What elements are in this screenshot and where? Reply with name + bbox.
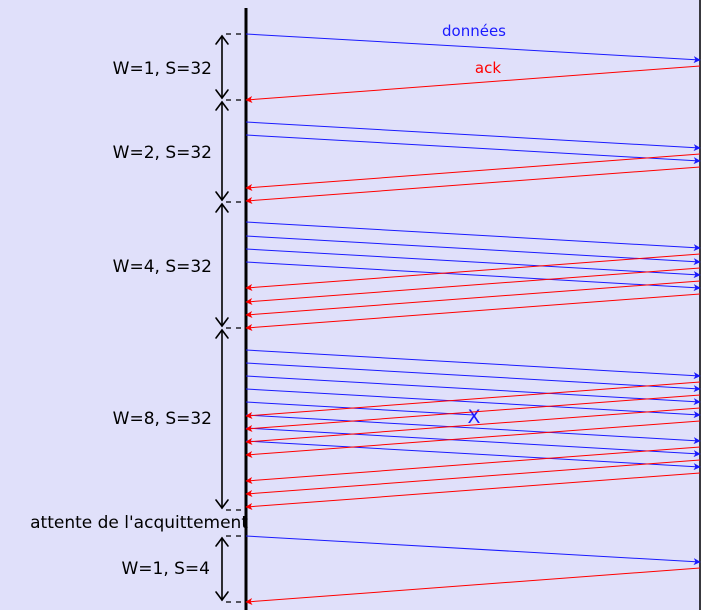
data-message [245,121,701,152]
data-message [245,261,701,292]
data-message [245,535,701,566]
data-message [245,349,701,380]
ack-legend-label: ack [475,59,501,77]
phase-label-4: W=8, S=32 [113,409,212,429]
ack-message [245,472,701,511]
duration-arrow-4 [215,328,229,510]
ack-message [245,153,701,192]
phase-duration-arrows [215,34,229,602]
duration-arrow-5 [215,536,229,602]
data-message [245,235,701,266]
duration-arrow-1 [215,34,229,100]
ack-message [245,459,701,498]
ack-message [245,65,701,104]
data-message [245,221,701,252]
ack-message [245,394,701,433]
ack-message [245,420,701,459]
data-message [245,134,701,165]
data-message [245,388,701,419]
data-message [245,414,701,445]
ack-message [245,446,701,485]
ack-messages [245,65,701,606]
ack-message [245,293,701,332]
phase-label-2: W=2, S=32 [113,143,212,163]
phase-label-1: W=1, S=32 [113,59,212,79]
duration-arrow-2 [215,100,229,202]
data-message [245,427,701,458]
ack-message [245,381,701,420]
ack-message [245,253,701,292]
data-message [245,33,701,64]
data-message [245,375,701,406]
data-legend-label: données [442,22,506,40]
data-messages [245,33,701,566]
data-message [245,440,701,471]
ack-message [245,280,701,319]
lost-data-message [245,401,475,416]
duration-arrow-3 [215,202,229,328]
ack-message [245,407,701,446]
phase-label-3: W=4, S=32 [113,257,212,277]
ack-message [245,567,701,606]
ack-message [245,267,701,306]
ack-message [245,166,701,205]
phase-label-5: W=1, S=4 [121,559,210,579]
wait-label: attente de l'acquittement [30,513,248,533]
data-message [245,248,701,279]
phase-boundary-ticks [226,33,246,603]
data-message [245,362,701,393]
